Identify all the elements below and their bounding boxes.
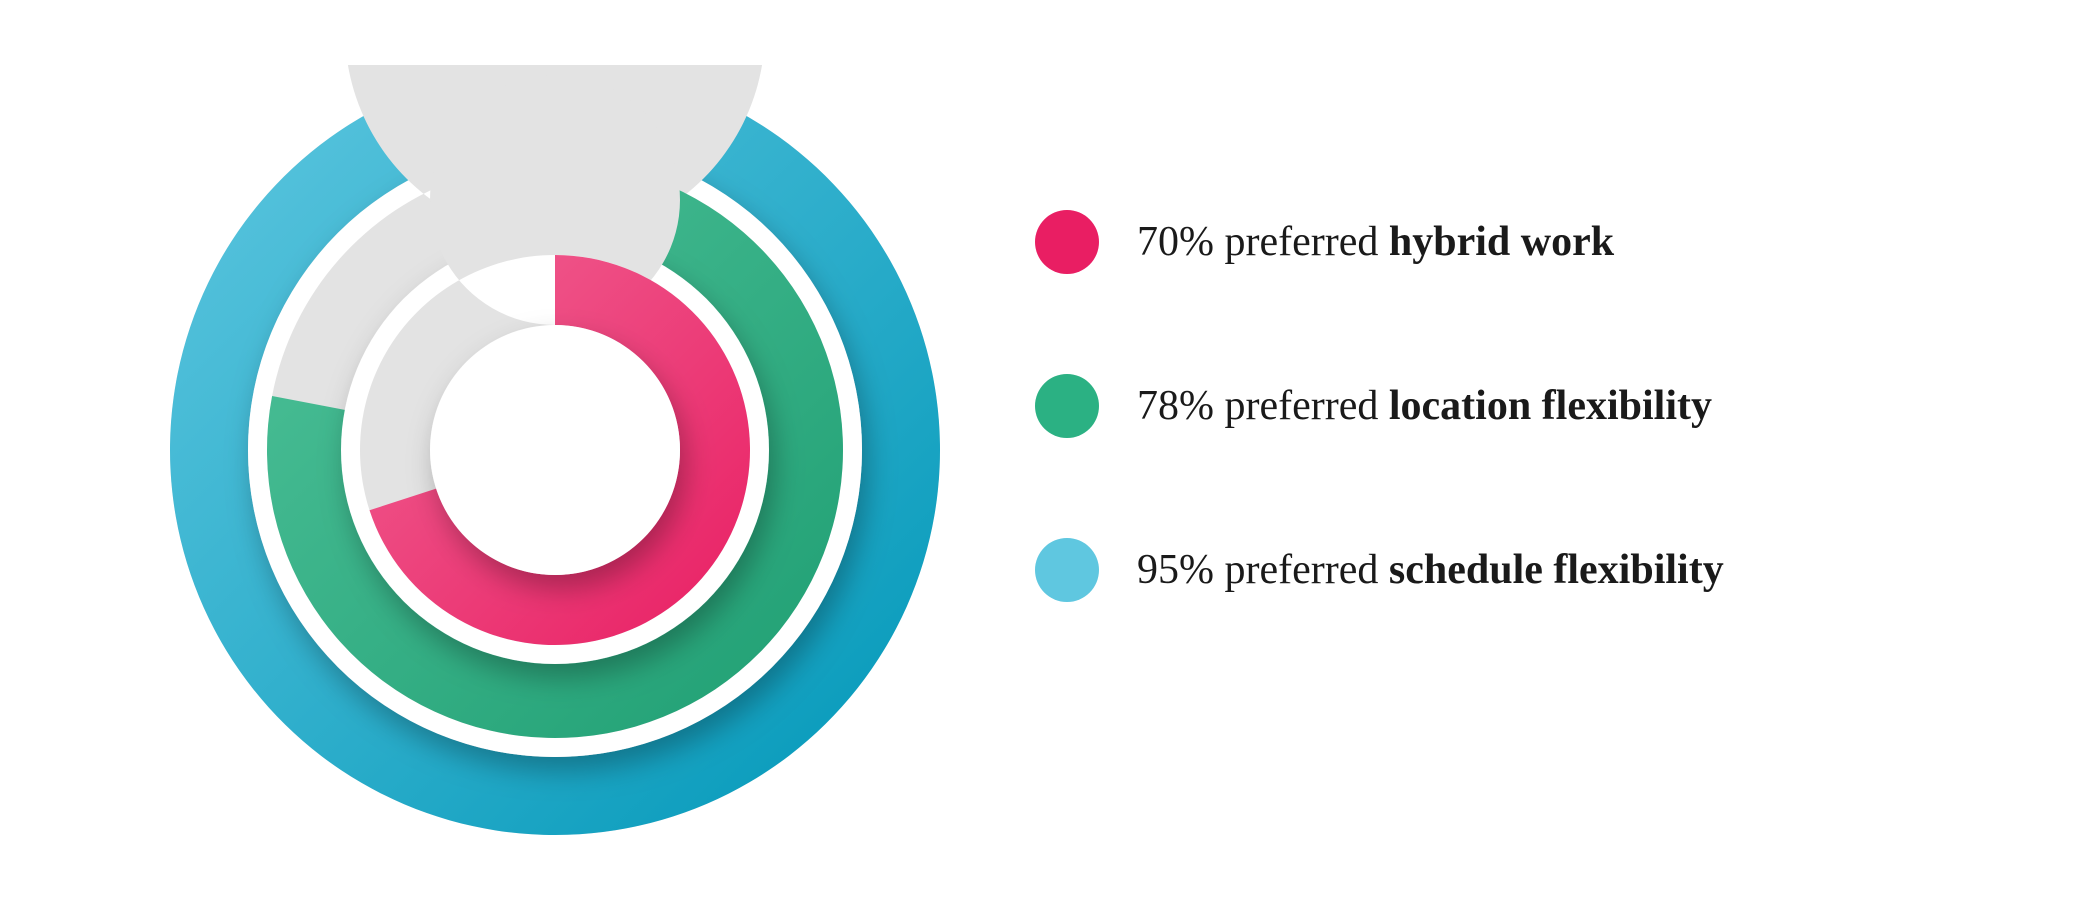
legend-prefix: 70% preferred	[1137, 219, 1389, 265]
legend-bold: hybrid work	[1389, 219, 1614, 265]
legend-text-schedule: 95% preferred schedule flexibility	[1137, 546, 1724, 594]
legend-prefix: 78% preferred	[1137, 383, 1389, 429]
donut-svg	[170, 65, 940, 835]
legend-item-hybrid: 70% preferred hybrid work	[1035, 210, 1724, 274]
legend-bold: location flexibility	[1389, 383, 1712, 429]
legend-prefix: 95% preferred	[1137, 547, 1389, 593]
legend-item-location: 78% preferred location flexibility	[1035, 374, 1724, 438]
legend-text-hybrid: 70% preferred hybrid work	[1137, 218, 1614, 266]
legend-bold: schedule flexibility	[1389, 547, 1724, 593]
infographic-root: 70% preferred hybrid work 78% preferred …	[0, 0, 2095, 900]
legend-text-location: 78% preferred location flexibility	[1137, 382, 1712, 430]
concentric-donut-chart	[170, 65, 940, 835]
legend-dot-schedule	[1035, 538, 1099, 602]
legend-dot-hybrid	[1035, 210, 1099, 274]
legend-item-schedule: 95% preferred schedule flexibility	[1035, 538, 1724, 602]
legend: 70% preferred hybrid work 78% preferred …	[1035, 210, 1724, 602]
legend-dot-location	[1035, 374, 1099, 438]
